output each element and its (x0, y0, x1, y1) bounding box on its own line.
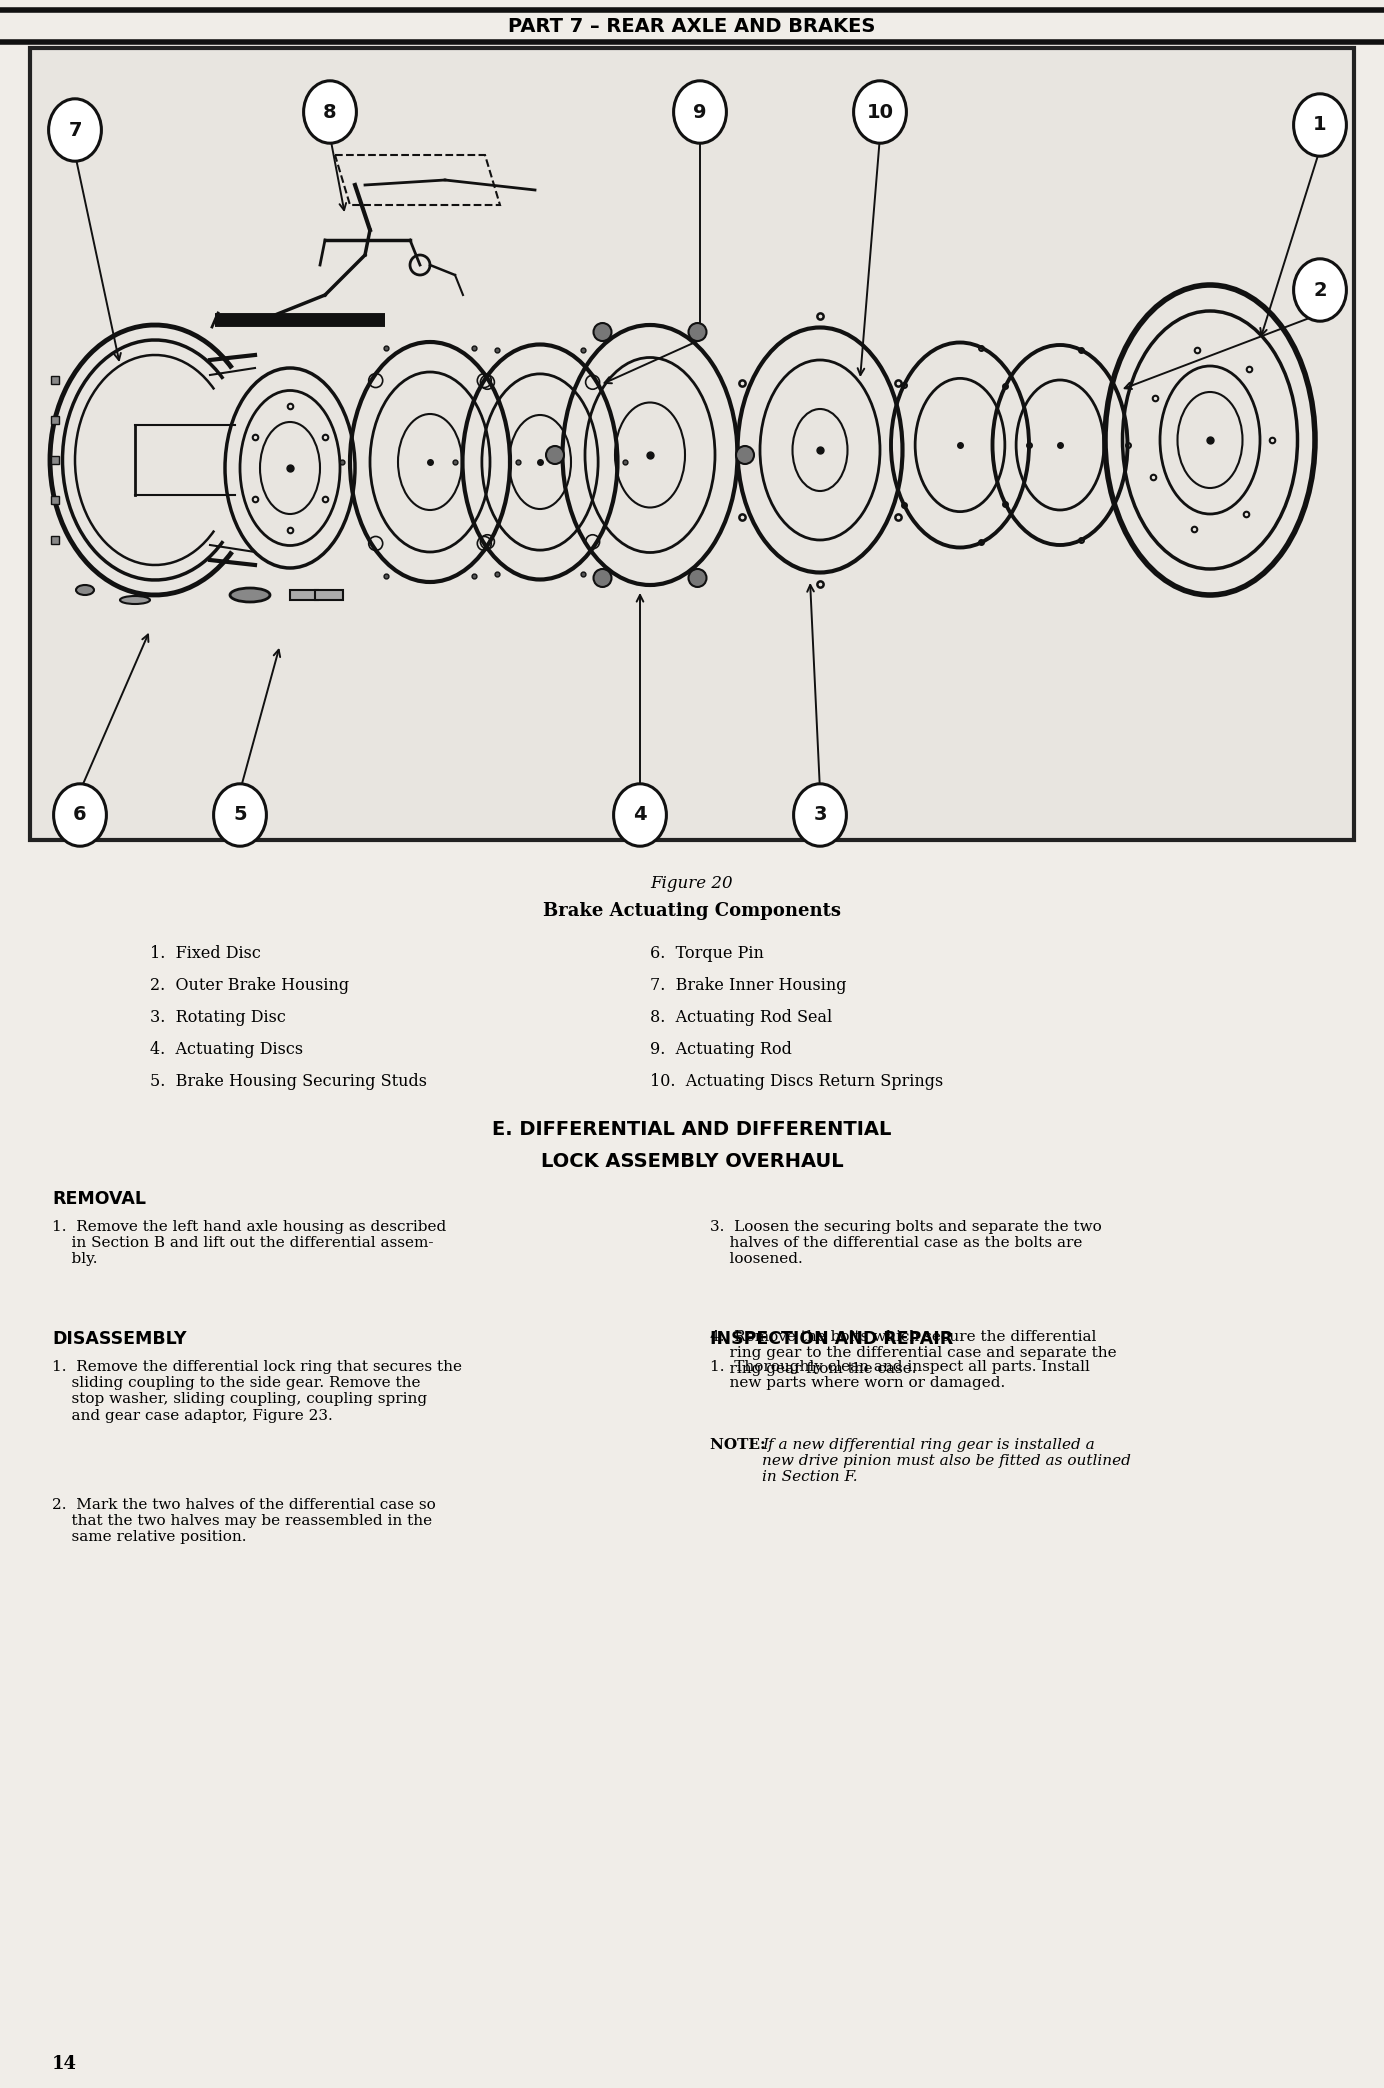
Text: If a new differential ring gear is installed a
new drive pinion must also be fit: If a new differential ring gear is insta… (763, 1439, 1131, 1485)
Text: 2: 2 (1313, 280, 1327, 299)
Circle shape (688, 324, 706, 340)
Text: 3.  Loosen the securing bolts and separate the two
    halves of the differentia: 3. Loosen the securing bolts and separat… (710, 1219, 1102, 1267)
Bar (291, 591, 318, 599)
Text: 3.  Rotating Disc: 3. Rotating Disc (149, 1009, 286, 1025)
Text: 7.  Brake Inner Housing: 7. Brake Inner Housing (650, 977, 847, 994)
Text: 4.  Remove the bolts which secure the differential
    ring gear to the differen: 4. Remove the bolts which secure the dif… (710, 1330, 1117, 1376)
Ellipse shape (854, 81, 907, 144)
Ellipse shape (54, 783, 107, 846)
Text: Figure 20: Figure 20 (650, 875, 734, 892)
Circle shape (688, 568, 706, 587)
Circle shape (594, 324, 612, 340)
Text: 1: 1 (1313, 115, 1327, 134)
Text: E. DIFFERENTIAL AND DIFFERENTIAL: E. DIFFERENTIAL AND DIFFERENTIAL (493, 1119, 891, 1138)
Text: 14: 14 (53, 2055, 78, 2073)
Ellipse shape (76, 585, 94, 595)
Bar (316, 591, 343, 599)
Bar (30, 48, 1354, 839)
Ellipse shape (120, 595, 149, 603)
Circle shape (736, 447, 754, 464)
Ellipse shape (213, 783, 266, 846)
Text: 9: 9 (693, 102, 707, 121)
Text: 1.  Thoroughly clean and inspect all parts. Install
    new parts where worn or : 1. Thoroughly clean and inspect all part… (710, 1359, 1089, 1391)
Text: 10: 10 (866, 102, 894, 121)
Text: 6.  Torque Pin: 6. Torque Pin (650, 946, 764, 963)
Circle shape (594, 568, 612, 587)
Text: 10.  Actuating Discs Return Springs: 10. Actuating Discs Return Springs (650, 1073, 944, 1090)
Ellipse shape (303, 81, 357, 144)
Text: INSPECTION AND REPAIR: INSPECTION AND REPAIR (710, 1330, 954, 1349)
Text: 2.  Outer Brake Housing: 2. Outer Brake Housing (149, 977, 349, 994)
Text: Brake Actuating Components: Brake Actuating Components (543, 902, 841, 921)
Text: 1.  Remove the differential lock ring that secures the
    sliding coupling to t: 1. Remove the differential lock ring tha… (53, 1359, 462, 1422)
Text: 7: 7 (68, 121, 82, 140)
Text: 4.  Actuating Discs: 4. Actuating Discs (149, 1042, 303, 1059)
Text: 5: 5 (233, 806, 246, 825)
Text: 5.  Brake Housing Securing Studs: 5. Brake Housing Securing Studs (149, 1073, 428, 1090)
Ellipse shape (613, 783, 667, 846)
Text: 2.  Mark the two halves of the differential case so
    that the two halves may : 2. Mark the two halves of the differenti… (53, 1497, 436, 1545)
Text: 8: 8 (324, 102, 336, 121)
Ellipse shape (48, 98, 101, 161)
Circle shape (547, 447, 565, 464)
Text: LOCK ASSEMBLY OVERHAUL: LOCK ASSEMBLY OVERHAUL (541, 1153, 843, 1171)
Text: NOTE:: NOTE: (710, 1439, 771, 1451)
Text: 6: 6 (73, 806, 87, 825)
Text: 4: 4 (634, 806, 646, 825)
Text: 3: 3 (814, 806, 826, 825)
Text: DISASSEMBLY: DISASSEMBLY (53, 1330, 187, 1349)
Ellipse shape (674, 81, 727, 144)
Text: REMOVAL: REMOVAL (53, 1190, 145, 1209)
Text: 1.  Remove the left hand axle housing as described
    in Section B and lift out: 1. Remove the left hand axle housing as … (53, 1219, 446, 1267)
Ellipse shape (793, 783, 847, 846)
Text: PART 7 – REAR AXLE AND BRAKES: PART 7 – REAR AXLE AND BRAKES (508, 17, 876, 35)
Text: 1.  Fixed Disc: 1. Fixed Disc (149, 946, 260, 963)
Text: 9.  Actuating Rod: 9. Actuating Rod (650, 1042, 792, 1059)
Ellipse shape (1294, 259, 1347, 322)
Text: 8.  Actuating Rod Seal: 8. Actuating Rod Seal (650, 1009, 832, 1025)
Ellipse shape (1294, 94, 1347, 157)
Ellipse shape (230, 589, 270, 601)
